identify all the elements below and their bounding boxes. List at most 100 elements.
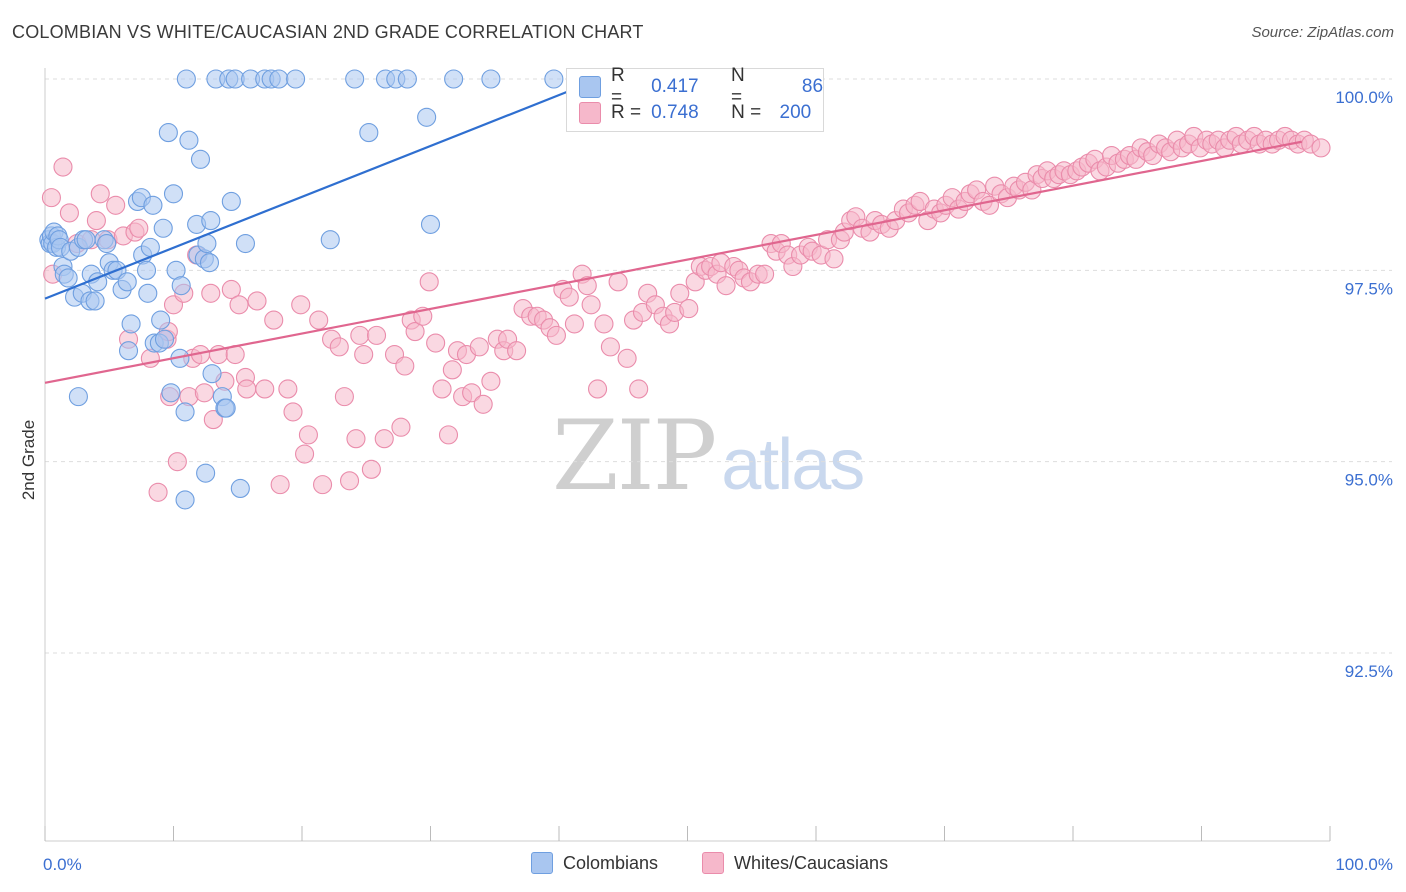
point-colombian: [179, 130, 199, 150]
point-colombian: [201, 211, 221, 231]
point-white: [247, 291, 267, 311]
legend-item-colombians[interactable]: Colombians: [531, 852, 658, 874]
point-colombian: [175, 490, 195, 510]
point-colombian: [221, 191, 241, 212]
point-white: [419, 272, 439, 292]
point-colombian: [286, 69, 306, 89]
point-white: [298, 425, 318, 445]
point-white: [41, 188, 61, 208]
point-colombian: [397, 69, 417, 89]
point-colombian: [138, 283, 158, 303]
point-white: [824, 249, 844, 269]
legend-item-whites[interactable]: Whites/Caucasians: [702, 852, 888, 874]
point-colombian: [345, 69, 365, 89]
point-white: [469, 337, 489, 357]
point-white: [581, 295, 601, 315]
point-white: [1311, 138, 1331, 158]
trendline-whites: [44, 140, 1302, 384]
point-white: [53, 157, 73, 177]
point-white: [507, 341, 527, 361]
point-white: [617, 348, 637, 368]
point-white: [203, 410, 223, 430]
stats-n-label: N =: [730, 65, 745, 108]
point-colombian: [118, 341, 139, 361]
point-white: [194, 383, 214, 403]
legend-label: Colombians: [563, 852, 659, 873]
point-white: [361, 459, 381, 479]
point-colombian: [417, 107, 437, 127]
point-white: [278, 379, 298, 399]
point-white: [716, 276, 736, 296]
point-colombian: [151, 310, 171, 330]
point-white: [270, 475, 290, 495]
chart-title: COLOMBIAN VS WHITE/CAUCASIAN 2ND GRADE C…: [12, 22, 644, 42]
y-tick-label: 97.5%: [1345, 279, 1393, 298]
legend-swatch-blue: [531, 852, 553, 874]
point-colombian: [121, 314, 141, 334]
point-white: [350, 325, 370, 345]
point-white: [237, 379, 257, 399]
point-colombian: [136, 260, 157, 280]
point-colombian: [420, 214, 441, 234]
point-colombian: [444, 69, 464, 89]
point-white: [679, 299, 699, 319]
y-tick-label: 95.0%: [1345, 471, 1393, 490]
point-white: [600, 337, 620, 357]
watermark-atlas: atlas: [721, 425, 865, 505]
point-white: [201, 283, 221, 303]
x-tick-label-max: 100.0%: [1335, 855, 1393, 874]
stats-r-value-pink: 0.748: [651, 102, 699, 123]
point-colombian: [171, 276, 191, 296]
point-colombian: [68, 387, 88, 407]
point-colombian: [76, 230, 96, 250]
y-axis-title: 2nd Grade: [19, 420, 38, 500]
point-white: [442, 360, 462, 380]
point-white: [255, 379, 275, 399]
point-white: [329, 337, 349, 357]
stats-r-label: R =: [610, 65, 625, 108]
legend-swatch-pink: [702, 852, 724, 874]
point-white: [608, 272, 628, 292]
stats-box: R = 0.417 N = 86 R = 0.748 N = 200: [566, 65, 824, 132]
stats-swatch-pink: [579, 102, 601, 124]
point-colombian: [153, 218, 173, 238]
point-colombian: [199, 253, 220, 273]
stats-swatch-blue: [579, 76, 601, 98]
stats-n-label: N =: [731, 102, 762, 123]
point-white: [395, 356, 415, 376]
point-white: [629, 379, 649, 399]
watermark-zip: ZIP: [552, 400, 717, 512]
point-white: [462, 383, 482, 403]
stats-row-colombians: R = 0.417 N = 86: [579, 65, 824, 108]
point-white: [264, 310, 284, 330]
stats-n-value-blue: 86: [801, 76, 824, 97]
watermark: ZIPatlas: [552, 400, 865, 512]
point-white: [334, 387, 354, 407]
point-white: [221, 279, 241, 300]
point-white: [346, 429, 366, 449]
point-colombian: [97, 233, 117, 254]
point-colombian: [544, 69, 564, 89]
point-white: [559, 287, 579, 307]
point-colombian: [143, 195, 163, 215]
point-colombian: [85, 291, 105, 311]
point-colombian: [58, 268, 78, 288]
point-colombian: [481, 69, 501, 89]
stats-r-label: R =: [611, 102, 642, 123]
point-white: [755, 264, 775, 284]
point-white: [309, 310, 329, 330]
point-colombian: [235, 233, 256, 254]
point-colombian: [190, 149, 211, 169]
point-white: [546, 325, 566, 345]
point-white: [229, 295, 249, 315]
point-white: [86, 211, 106, 231]
point-colombian: [216, 398, 236, 418]
point-white: [426, 333, 446, 353]
point-colombian: [202, 364, 222, 384]
point-white: [106, 195, 126, 215]
point-white: [366, 325, 387, 345]
point-colombian: [230, 478, 250, 499]
trendline-colombians: [44, 90, 568, 300]
x-tick-label-min: 0.0%: [43, 855, 82, 874]
